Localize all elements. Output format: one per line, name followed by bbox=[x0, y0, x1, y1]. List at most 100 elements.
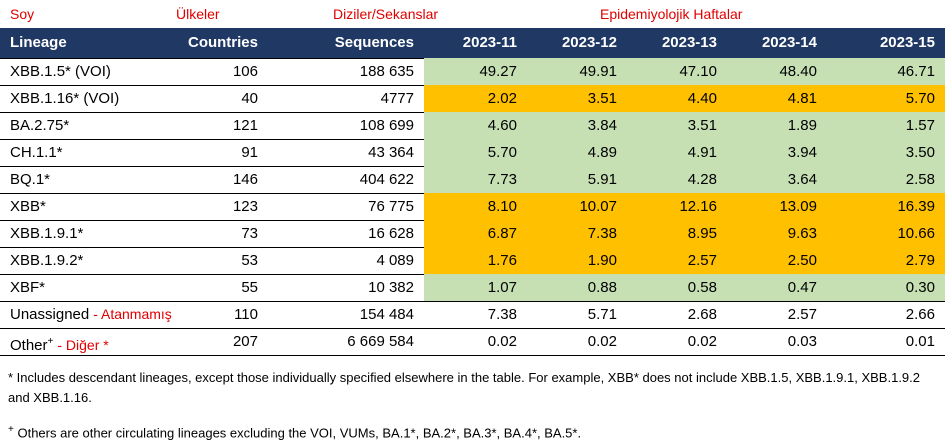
cell: 1.07 bbox=[487, 279, 517, 296]
cell: 188 635 bbox=[359, 63, 414, 80]
cell: 76 775 bbox=[368, 198, 414, 215]
lineage-cell: XBB.1.5* (VOI) bbox=[10, 58, 111, 85]
cell-text: XBB.1.5* (VOI) bbox=[10, 63, 111, 80]
header-cell: 2023-15 bbox=[879, 34, 935, 51]
cell: 16 628 bbox=[368, 225, 414, 242]
cell: 123 bbox=[232, 198, 258, 215]
footnote-mark: + bbox=[8, 424, 14, 435]
cell-text: XBF* bbox=[10, 279, 46, 296]
cell: 3.84 bbox=[587, 117, 617, 134]
footnote: + Others are other circulating lineages … bbox=[8, 420, 938, 443]
cell: 3.51 bbox=[687, 117, 717, 134]
cell: 0.47 bbox=[787, 279, 817, 296]
header-cell: 2023-14 bbox=[761, 34, 817, 51]
cell: 1.76 bbox=[487, 252, 517, 269]
cell: 73 bbox=[241, 225, 258, 242]
cell: 108 699 bbox=[359, 117, 414, 134]
cell: 4777 bbox=[380, 90, 414, 107]
cell-text: BA.2.75* bbox=[10, 117, 70, 134]
cell: 146 bbox=[232, 171, 258, 188]
annotation: Ülkeler bbox=[176, 6, 220, 22]
lineage-cell: XBB.1.9.1* bbox=[10, 220, 83, 247]
cell: 4.28 bbox=[687, 171, 717, 188]
row-highlight bbox=[424, 58, 945, 85]
superscript: + bbox=[47, 336, 54, 347]
cell: 106 bbox=[232, 63, 258, 80]
cell: 4.40 bbox=[687, 90, 717, 107]
cell: 10.07 bbox=[579, 198, 617, 215]
annotation: Diziler/Sekanslar bbox=[333, 6, 439, 22]
cell-text: CH.1.1* bbox=[10, 144, 63, 161]
lineage-cell: CH.1.1* bbox=[10, 139, 63, 166]
annotation: - Diğer * bbox=[57, 337, 109, 353]
row-rule bbox=[0, 355, 945, 356]
lineage-cell: XBB.1.9.2* bbox=[10, 247, 83, 274]
cell: 4.89 bbox=[587, 144, 617, 161]
header-cell: Lineage bbox=[10, 34, 67, 51]
header-bar bbox=[0, 28, 945, 58]
annotation: - Atanmamış bbox=[93, 306, 172, 322]
cell: 3.50 bbox=[905, 144, 935, 161]
cell: 2.50 bbox=[787, 252, 817, 269]
cell: 5.70 bbox=[487, 144, 517, 161]
row-highlight bbox=[424, 274, 945, 301]
lineage-cell: Other+ - Diğer * bbox=[10, 328, 109, 359]
header-cell: 2023-11 bbox=[462, 34, 517, 51]
row-rule bbox=[0, 301, 945, 302]
lineage-cell: Unassigned - Atanmamış bbox=[10, 301, 172, 328]
lineage-cell: XBB.1.16* (VOI) bbox=[10, 85, 119, 112]
header-cell: 2023-12 bbox=[561, 34, 617, 51]
lineage-cell: XBB* bbox=[10, 193, 46, 220]
cell: 10.66 bbox=[897, 225, 935, 242]
cell: 7.38 bbox=[487, 306, 517, 323]
cell: 1.89 bbox=[787, 117, 817, 134]
cell: 3.64 bbox=[787, 171, 817, 188]
cell: 0.02 bbox=[487, 333, 517, 350]
cell-text: BQ.1* bbox=[10, 171, 51, 188]
cell: 4.91 bbox=[687, 144, 717, 161]
cell: 5.71 bbox=[587, 306, 617, 323]
cell: 154 484 bbox=[359, 306, 414, 323]
cell: 0.58 bbox=[687, 279, 717, 296]
cell: 13.09 bbox=[779, 198, 817, 215]
cell-text: Other bbox=[10, 337, 48, 354]
cell: 4.60 bbox=[487, 117, 517, 134]
cell: 43 364 bbox=[368, 144, 414, 161]
cell: 5.70 bbox=[905, 90, 935, 107]
cell: 207 bbox=[232, 333, 258, 350]
cell: 121 bbox=[232, 117, 258, 134]
lineage-cell: BQ.1* bbox=[10, 166, 50, 193]
cell: 3.94 bbox=[787, 144, 817, 161]
cell: 6.87 bbox=[487, 225, 517, 242]
cell-text: XBB.1.9.2* bbox=[10, 252, 84, 269]
cell: 2.66 bbox=[905, 306, 935, 323]
lineage-cell: XBF* bbox=[10, 274, 45, 301]
row-highlight bbox=[424, 193, 945, 220]
cell: 91 bbox=[241, 144, 258, 161]
cell: 6 669 584 bbox=[347, 333, 414, 350]
header-cell: Sequences bbox=[334, 34, 414, 51]
cell-text: XBB.1.9.1* bbox=[10, 225, 84, 242]
cell: 49.27 bbox=[479, 63, 517, 80]
cell: 3.51 bbox=[587, 90, 617, 107]
cell: 1.57 bbox=[905, 117, 935, 134]
cell: 7.73 bbox=[487, 171, 517, 188]
row-highlight bbox=[424, 112, 945, 139]
cell: 46.71 bbox=[897, 63, 935, 80]
row-highlight bbox=[424, 85, 945, 112]
annotation: Epidemiyolojik Haftalar bbox=[600, 6, 743, 22]
cell: 0.88 bbox=[587, 279, 617, 296]
lineage-cell: BA.2.75* bbox=[10, 112, 69, 139]
cell: 0.01 bbox=[905, 333, 935, 350]
cell: 1.90 bbox=[587, 252, 617, 269]
footnote-text: Others are other circulating lineages ex… bbox=[17, 425, 582, 441]
footnote: * Includes descendant lineages, except t… bbox=[8, 370, 920, 405]
row-highlight bbox=[424, 220, 945, 247]
cell: 53 bbox=[241, 252, 258, 269]
header-cell: 2023-13 bbox=[661, 34, 717, 51]
cell: 2.58 bbox=[905, 171, 935, 188]
cell: 2.57 bbox=[787, 306, 817, 323]
cell-text: Unassigned bbox=[10, 306, 90, 323]
cell: 40 bbox=[241, 90, 258, 107]
cell: 404 622 bbox=[359, 171, 414, 188]
